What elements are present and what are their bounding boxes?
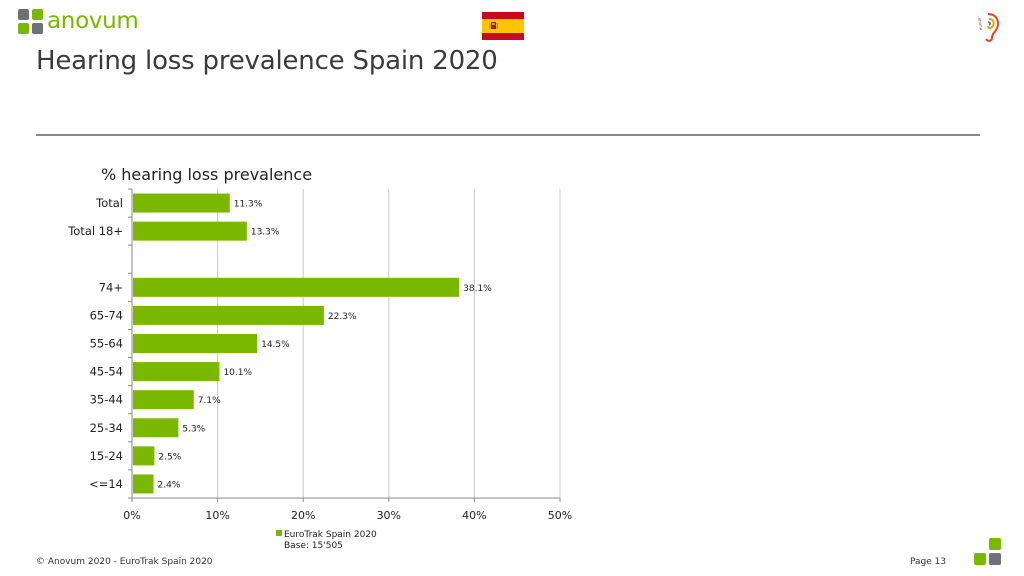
category-label: <=14 — [89, 477, 123, 491]
anovum-logo: anovum — [18, 8, 139, 34]
bar — [133, 221, 247, 241]
category-label: 74+ — [99, 280, 123, 294]
bar — [133, 305, 324, 325]
bar — [133, 334, 258, 353]
page-title: Hearing loss prevalence Spain 2020 — [36, 46, 498, 76]
data-label: 7.1% — [198, 396, 221, 406]
bar — [133, 277, 460, 297]
legend-base: Base: 15'505 — [284, 541, 343, 551]
bar — [133, 390, 194, 410]
category-label: 45-54 — [90, 365, 123, 379]
x-tick-label: 50% — [548, 509, 572, 522]
page-number: Page 13 — [910, 557, 947, 567]
brand-name: anovum — [47, 8, 139, 34]
spain-flag-icon — [482, 12, 524, 40]
chart-title: % hearing loss prevalence — [101, 165, 313, 184]
data-label: 13.3% — [251, 228, 280, 238]
category-label: 15-24 — [90, 449, 123, 463]
x-tick-label: 40% — [462, 509, 486, 522]
data-label: 10.1% — [223, 368, 252, 378]
bar — [133, 193, 230, 213]
category-label: 25-34 — [90, 421, 123, 435]
x-tick-label: 20% — [291, 509, 315, 522]
logo-squares-icon — [18, 8, 43, 34]
bar — [133, 362, 220, 382]
x-tick-label: 30% — [377, 509, 401, 522]
bar — [133, 446, 155, 466]
category-label: Total 18+ — [67, 224, 123, 238]
title-divider — [36, 134, 980, 136]
data-label: 11.3% — [234, 200, 263, 210]
data-label: 2.5% — [158, 452, 181, 462]
legend-swatch — [276, 530, 282, 536]
footer-copyright: © Anovum 2020 - EuroTrak Spain 2020 — [36, 557, 213, 567]
data-label: 5.3% — [182, 424, 205, 434]
ehima-logo: ehima — [977, 13, 999, 42]
legend-entry: EuroTrak Spain 2020 — [276, 530, 377, 541]
category-label: 65-74 — [90, 308, 123, 322]
data-label: 14.5% — [261, 340, 290, 350]
bar — [133, 474, 154, 494]
category-label: 55-64 — [90, 337, 123, 351]
chart-legend: EuroTrak Spain 2020 Base: 15'505 — [276, 530, 377, 552]
data-label: 22.3% — [328, 312, 357, 322]
data-label: 38.1% — [463, 284, 492, 294]
category-label: 35-44 — [90, 393, 123, 407]
corner-logo-icon — [974, 538, 1001, 565]
legend-label: EuroTrak Spain 2020 — [284, 530, 377, 540]
bar — [133, 418, 179, 438]
x-tick-label: 0% — [123, 509, 140, 522]
category-label: Total — [95, 196, 123, 210]
data-label: 2.4% — [158, 480, 181, 490]
x-tick-label: 10% — [205, 509, 229, 522]
svg-text:ehima: ehima — [977, 17, 984, 31]
